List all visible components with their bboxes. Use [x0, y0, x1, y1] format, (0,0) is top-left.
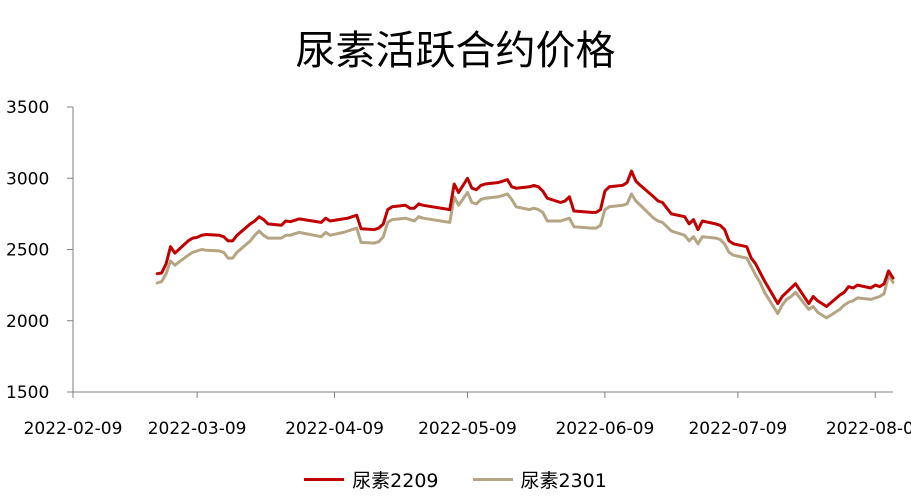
legend-item-2209: 尿素2209: [304, 466, 439, 493]
legend-item-2301: 尿素2301: [472, 466, 607, 493]
legend-swatch-2301: [472, 478, 513, 481]
series-line-2209: [155, 169, 895, 308]
legend-label-2209: 尿素2209: [352, 470, 439, 492]
y-tick-label: 1500: [6, 383, 49, 403]
y-tick-label: 3000: [6, 169, 49, 189]
series-line-2301: [155, 191, 895, 320]
chart-series: [155, 169, 895, 320]
y-tick-label: 2500: [6, 241, 49, 261]
y-tick-label: 3500: [6, 98, 49, 118]
chart-title: 尿素活跃合约价格: [295, 28, 616, 74]
x-tick-label: 2022-06-09: [555, 419, 654, 439]
chart-legend: 尿素2209 尿素2301: [0, 466, 911, 493]
chart-axes: [72, 107, 893, 393]
x-tick-label: 2022-03-09: [148, 419, 247, 439]
x-tick-label: 2022-02-09: [24, 419, 123, 439]
y-tick-label: 2000: [6, 312, 49, 332]
x-axis-ticks: 2022-02-09 2022-03-09 2022-04-09 2022-05-09…: [24, 392, 911, 439]
x-tick-label: 2022-05-09: [418, 419, 517, 439]
legend-swatch-2209: [304, 478, 345, 481]
x-tick-label: 2022-04-09: [285, 419, 384, 439]
x-tick-label: 2022-08-09: [826, 419, 911, 439]
y-axis-ticks: 1500 2000 2500 3000 3500: [6, 98, 73, 403]
x-tick-label: 2022-07-09: [688, 419, 787, 439]
legend-label-2301: 尿素2301: [520, 470, 607, 492]
